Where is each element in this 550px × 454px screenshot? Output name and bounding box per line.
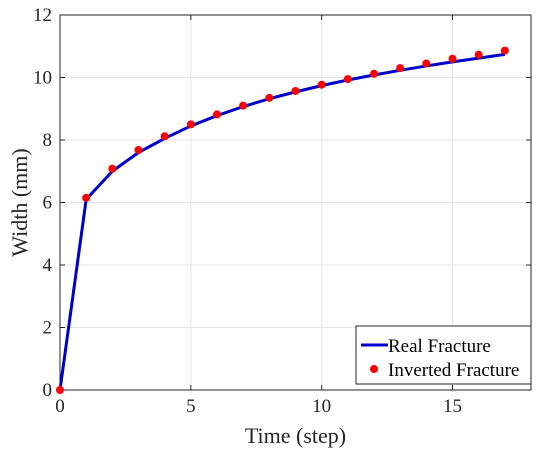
y-tick-label: 4 — [43, 255, 53, 276]
x-tick-label: 15 — [443, 396, 462, 417]
y-tick-label: 2 — [43, 318, 53, 339]
series-line-real-fracture — [58, 52, 506, 391]
data-point-inverted-fracture — [370, 69, 378, 78]
data-point-inverted-fracture — [82, 193, 91, 202]
y-tick-label: 12 — [33, 5, 52, 26]
data-point-inverted-fracture — [213, 110, 221, 119]
data-point-inverted-fracture — [265, 93, 274, 102]
data-point-inverted-fracture — [134, 146, 143, 154]
data-point-inverted-fracture — [239, 101, 248, 110]
legend-box — [355, 325, 532, 385]
data-point-inverted-fracture — [160, 132, 169, 141]
legend-entry-real-fracture: Real Fracture — [388, 336, 491, 357]
y-tick-label: 10 — [33, 68, 52, 89]
y-tick-label: 0 — [43, 380, 53, 401]
x-tick-label: 10 — [312, 396, 331, 417]
data-point-inverted-fracture — [448, 54, 457, 63]
legend: Real Fracture Inverted Fracture — [355, 325, 532, 385]
data-point-inverted-fracture — [422, 59, 431, 68]
series-layer — [56, 46, 509, 394]
y-axis-label: Width (mm) — [7, 148, 32, 257]
data-point-inverted-fracture — [317, 80, 326, 89]
data-point-inverted-fracture — [186, 120, 195, 129]
x-tick-label: 0 — [55, 396, 65, 417]
data-point-inverted-fracture — [291, 86, 300, 95]
data-point-inverted-fracture — [108, 164, 117, 173]
x-axis-label: Time (step) — [245, 423, 346, 448]
legend-entry-inverted-fracture: Inverted Fracture — [388, 360, 519, 381]
data-point-inverted-fracture — [396, 64, 405, 73]
legend-marker-swatch — [370, 365, 378, 373]
data-point-inverted-fracture — [343, 75, 352, 84]
data-point-inverted-fracture — [56, 386, 64, 394]
data-point-inverted-fracture — [500, 46, 509, 55]
data-point-inverted-fracture — [474, 50, 483, 59]
x-tick-label: 5 — [186, 396, 196, 417]
y-tick-label: 8 — [43, 130, 53, 151]
y-tick-label: 6 — [43, 193, 53, 214]
